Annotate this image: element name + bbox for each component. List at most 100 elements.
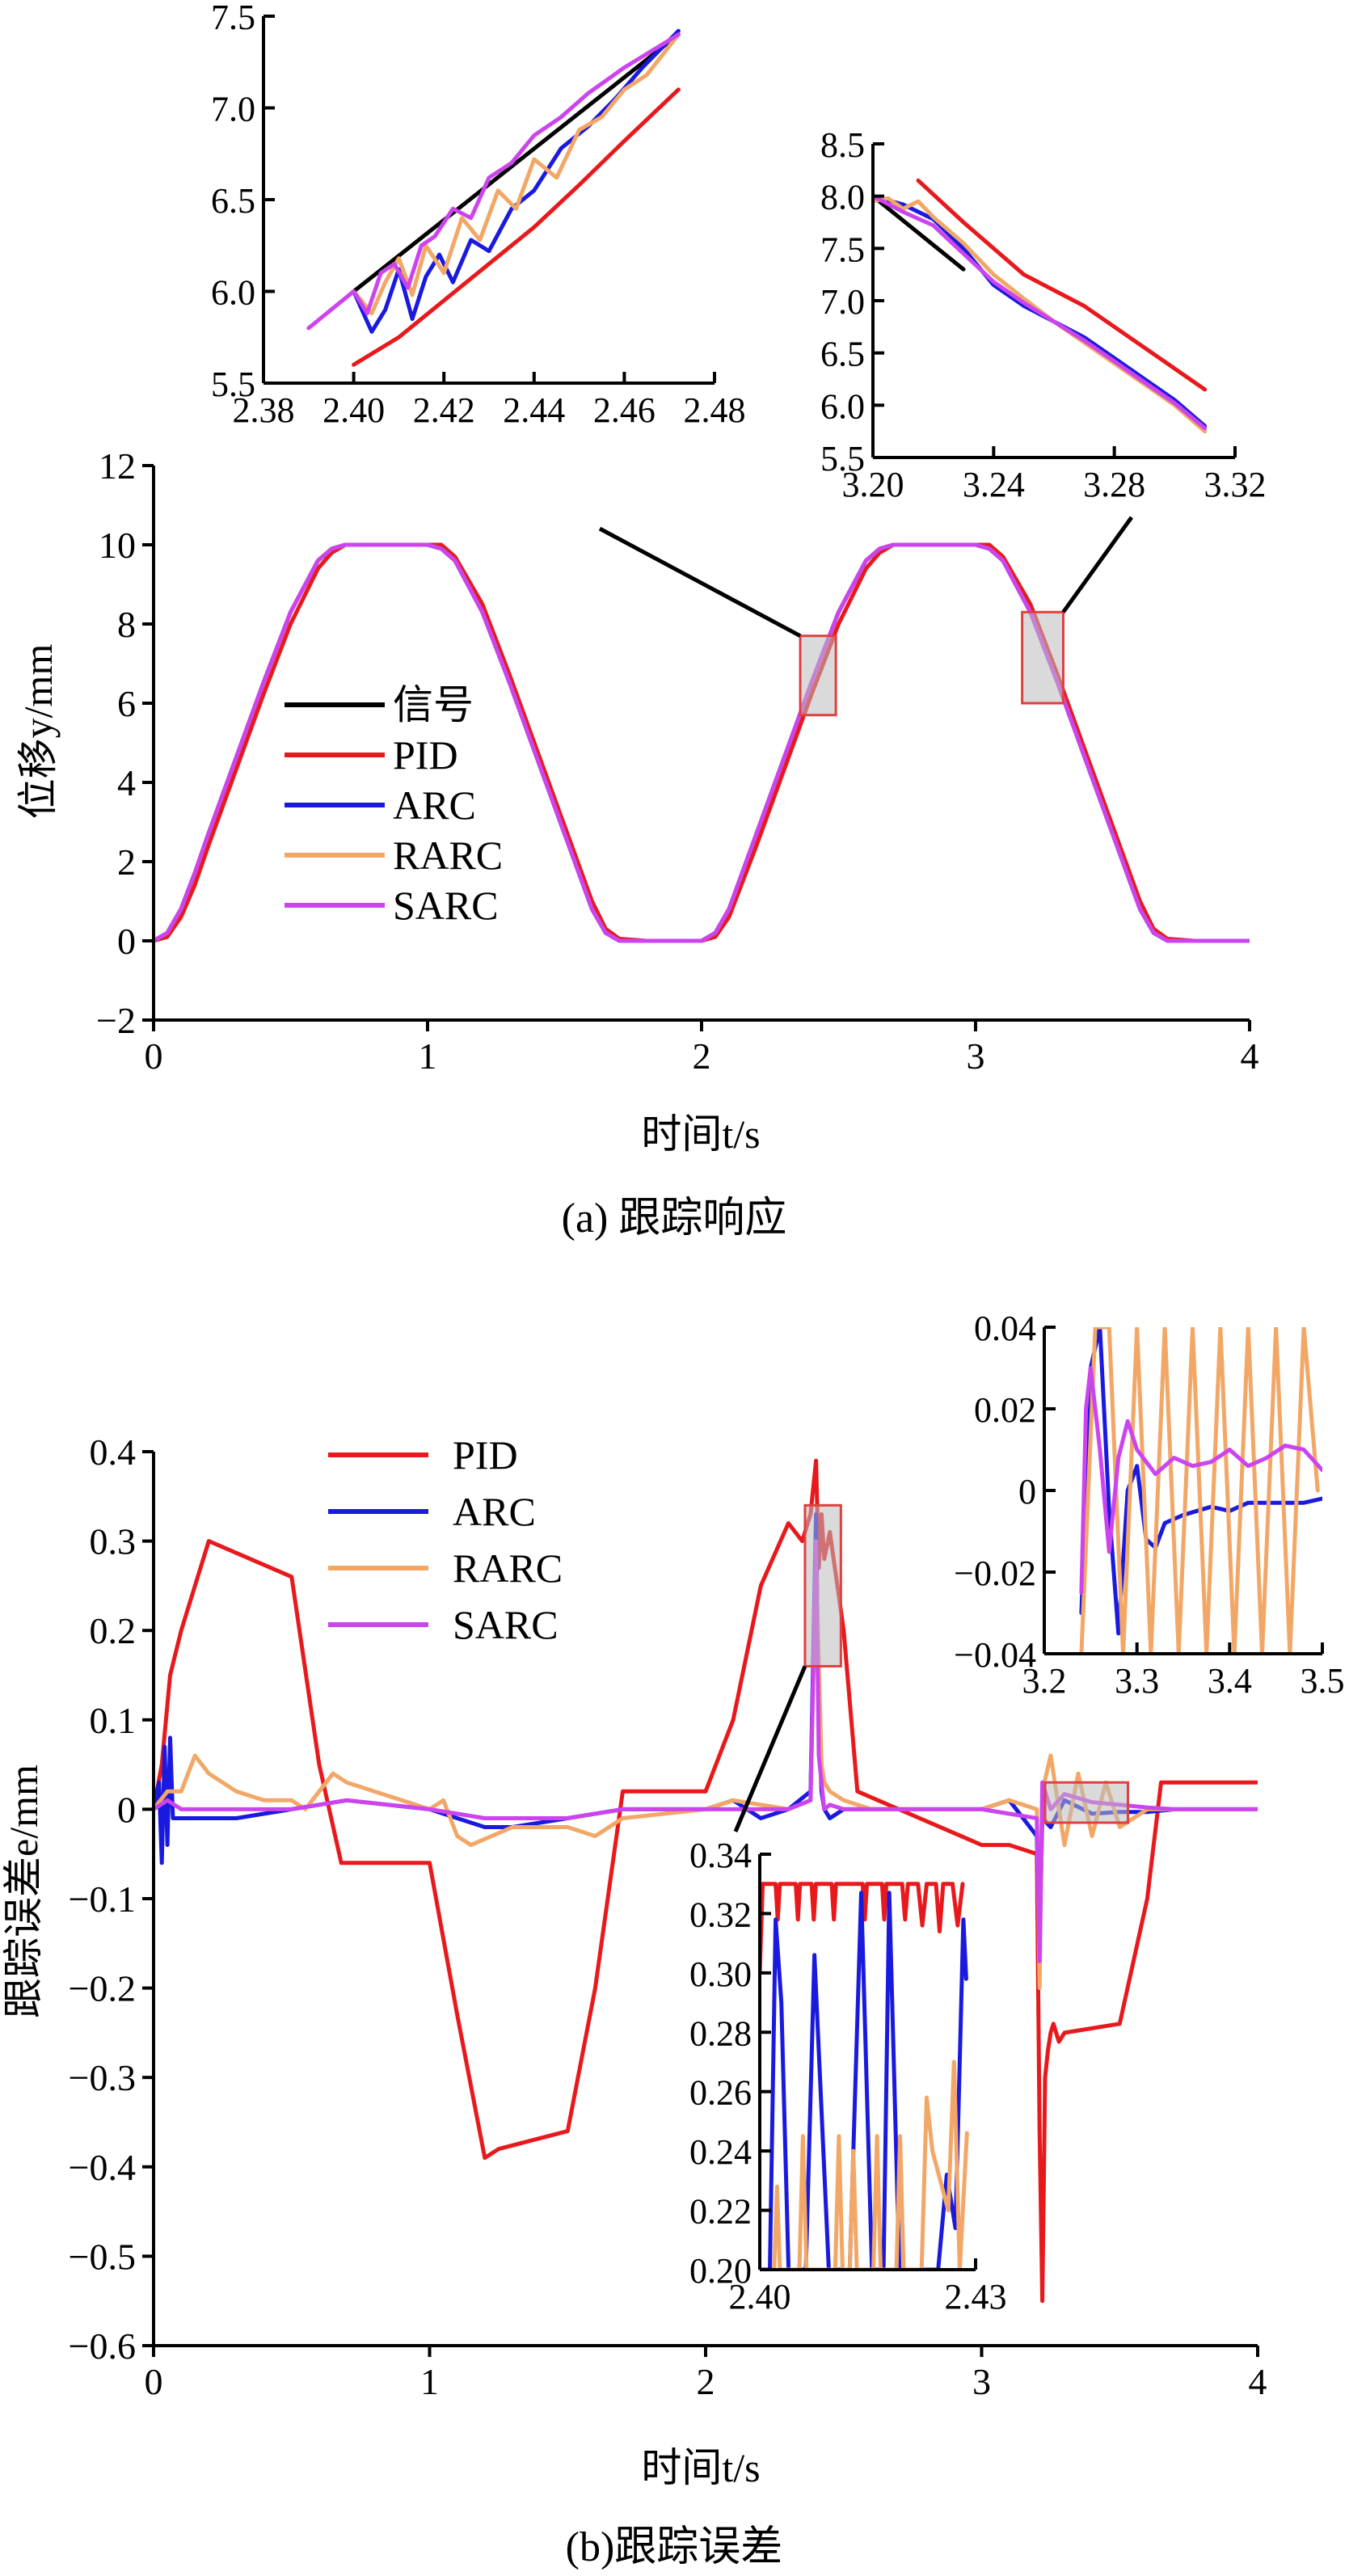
a-main-ytick-label: 8: [117, 604, 136, 645]
a-inset1-line-arc: [352, 28, 681, 334]
a-main-ytick-label: 2: [117, 841, 136, 883]
b-inset2-line-pid: [760, 1882, 965, 1975]
a-main-line-signal: [154, 542, 1250, 943]
b-inset2-ytick-label: 0.26: [689, 2073, 752, 2113]
a-main-xtick-label: 3: [967, 1035, 985, 1077]
a-inset2-line-sarc: [873, 194, 1208, 431]
b-inset2-line-rarc: [772, 2060, 969, 2270]
caption-a: (a) 跟踪响应: [562, 1195, 787, 1242]
legend-a-label-rarc: RARC: [393, 833, 503, 878]
a-inset2-xtick-label: 3.28: [1083, 465, 1145, 504]
b-inset1-ytick-label: 0: [1018, 1472, 1036, 1511]
a-connector-2: [1061, 516, 1134, 613]
legend-b-label-pid: PID: [453, 1432, 518, 1478]
a-inset1-xtick-label: 2.44: [503, 390, 565, 430]
a-main-xtick-label: 2: [693, 1035, 711, 1077]
b-inset1-line-sarc: [1079, 1366, 1322, 1595]
b-main-zoom-region-2: [1043, 1781, 1129, 1824]
a-inset1-line-rarc: [352, 32, 681, 316]
b-main-ytick-label: −0.4: [69, 2147, 136, 2188]
b-inset2-ytick-label: 0.22: [689, 2192, 752, 2232]
a-inset1-line-sarc: [306, 32, 681, 331]
xlabel-b: 时间t/s: [641, 2445, 760, 2490]
a-main-xtick-label: 4: [1241, 1035, 1259, 1077]
legend-a-label-pid: PID: [393, 732, 458, 778]
a-inset2-ytick-label: 8.5: [820, 125, 865, 165]
a-main-ytick-label: 10: [99, 525, 136, 566]
a-inset2-line-pid: [916, 178, 1208, 392]
b-inset1-xtick-label: 3.3: [1115, 1661, 1159, 1701]
b-inset1-xtick-label: 3.2: [1022, 1661, 1067, 1701]
a-main-ytick-label: 4: [117, 762, 136, 803]
b-main-ytick-label: −0.6: [69, 2325, 136, 2367]
a-main-line-pid: [154, 542, 1250, 943]
b-main-ytick-label: −0.1: [69, 1878, 136, 1920]
b-main-ytick-label: 0.3: [90, 1521, 137, 1562]
b-main-xtick-label: 0: [145, 2361, 163, 2402]
b-inset2-ytick-label: 0.28: [689, 2013, 752, 2053]
b-main-zoom-region-1: [803, 1503, 842, 1667]
a-main-zoom-region-2: [1021, 610, 1064, 705]
a-inset2-xtick-label: 3.24: [963, 465, 1025, 504]
b-inset2-ytick-label: 0.24: [689, 2132, 752, 2172]
b-main-xtick-label: 2: [697, 2361, 715, 2402]
b-main-ytick-label: 0.4: [90, 1431, 137, 1473]
b-main-xtick-label: 3: [972, 2361, 991, 2402]
b-inset2-xtick-label: 2.43: [945, 2277, 1007, 2317]
b-main-line-rarc: [154, 1557, 1258, 1991]
legend-b-label-rarc: RARC: [453, 1545, 563, 1591]
a-inset1-ytick-label: 7.0: [211, 90, 255, 129]
b-inset2-ytick-label: 0.32: [689, 1895, 752, 1934]
legend-a-label-sarc: SARC: [393, 883, 499, 928]
a-inset2-ytick-label: 6.0: [820, 386, 865, 426]
legend-a-label-signal: 信号: [393, 682, 474, 727]
a-inset2-line-signal: [873, 194, 966, 272]
a-inset1-xtick-label: 2.48: [684, 390, 746, 430]
b-inset1-ytick-label: −0.02: [954, 1554, 1036, 1593]
a-inset2-ytick-label: 5.5: [820, 439, 865, 479]
a-inset1-xtick-label: 2.46: [593, 390, 656, 430]
b-inset2-xtick-label: 2.40: [729, 2277, 791, 2317]
b-main-ytick-label: 0: [117, 1789, 136, 1830]
b-inset1-ytick-label: 0.04: [974, 1309, 1036, 1348]
a-inset2-ytick-label: 7.5: [820, 230, 865, 269]
a-inset1-line-pid: [352, 87, 681, 367]
b-inset1-xtick-label: 3.4: [1208, 1661, 1252, 1701]
a-inset1-ytick-label: 6.5: [211, 181, 255, 221]
b-inset2-line-arc: [760, 1891, 968, 2270]
a-main-xtick-label: 1: [419, 1035, 437, 1077]
a-inset2-xtick-label: 3.32: [1204, 465, 1267, 504]
a-inset2-ytick-label: 6.5: [820, 335, 865, 374]
a-inset1-line-signal: [352, 32, 681, 293]
a-inset1-ytick-label: 7.5: [211, 0, 255, 37]
a-main-line-arc: [154, 542, 1250, 943]
a-main-ytick-label: 12: [99, 445, 136, 487]
legend-b-label-sarc: SARC: [453, 1602, 559, 1647]
a-inset2-ytick-label: 8.0: [820, 178, 865, 217]
a-main-ytick-label: −2: [96, 1000, 136, 1041]
ylabel-b: 跟踪误差e/mm: [1, 1764, 46, 2018]
legend-b-label-arc: ARC: [453, 1489, 536, 1534]
b-inset2-ytick-label: 0.30: [689, 1954, 752, 1994]
a-main-line-rarc: [154, 542, 1250, 943]
a-inset1-xtick-label: 2.38: [233, 390, 295, 430]
a-inset1-ytick-label: 5.5: [211, 365, 255, 404]
b-inset2-ytick-label: 0.34: [689, 1836, 752, 1875]
a-inset1-xtick-label: 2.42: [413, 390, 475, 430]
b-main-ytick-label: 0.1: [90, 1700, 137, 1741]
a-main-xtick-label: 0: [145, 1035, 163, 1077]
b-main-ytick-label: −0.2: [69, 1968, 136, 2009]
a-main-line-sarc: [154, 542, 1250, 943]
b-inset2-ytick-label: 0.20: [689, 2251, 752, 2291]
b-main-ytick-label: −0.3: [69, 2057, 136, 2098]
a-inset2-xtick-label: 3.20: [842, 465, 904, 504]
a-main-zoom-region-1: [799, 635, 837, 717]
a-main-ytick-label: 6: [117, 683, 136, 724]
b-inset1-ytick-label: −0.04: [954, 1635, 1036, 1675]
a-inset1-ytick-label: 6.0: [211, 273, 255, 313]
b-inset1-ytick-label: 0.02: [974, 1390, 1036, 1430]
legend-a-label-arc: ARC: [393, 782, 476, 828]
b-main-ytick-label: 0.2: [90, 1610, 137, 1651]
a-main-ytick-label: 0: [117, 921, 136, 962]
